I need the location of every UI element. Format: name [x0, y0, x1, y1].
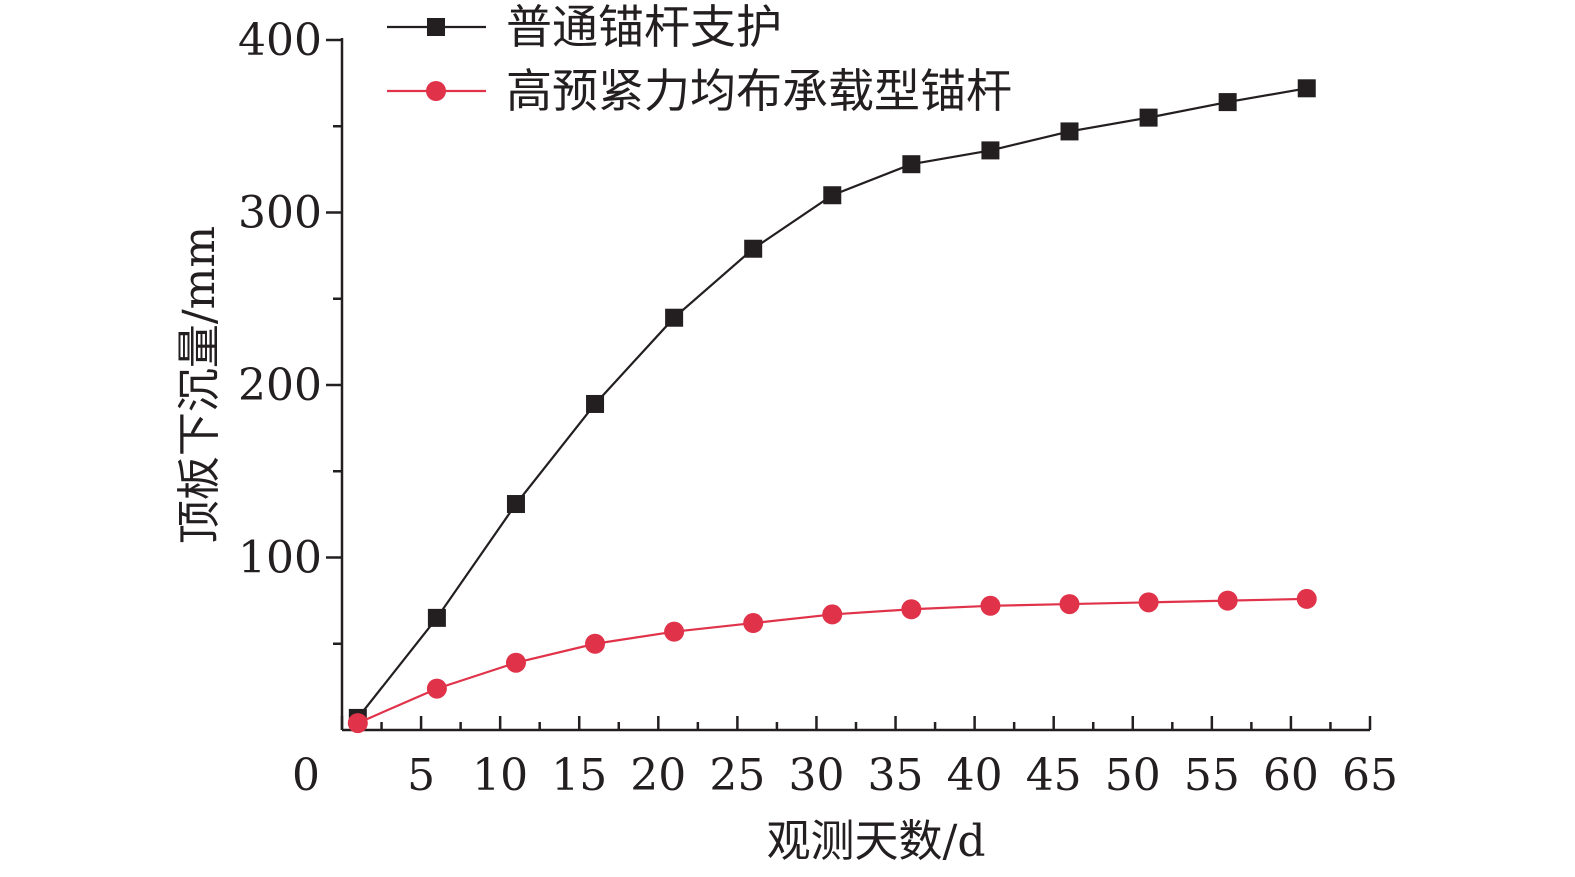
legend-item: 高预紧力均布承载型锚杆: [387, 64, 1012, 118]
x-axis-label: 观测天数/d: [767, 816, 986, 867]
data-point: [744, 239, 763, 258]
legend-label: 高预紧力均布承载型锚杆: [506, 64, 1012, 118]
data-point: [822, 604, 843, 625]
legend-marker: [427, 18, 445, 36]
data-point: [1297, 79, 1316, 98]
data-point: [1060, 122, 1079, 141]
x-tick-label: 0: [292, 750, 320, 801]
series-layer: [347, 79, 1317, 734]
data-point: [506, 495, 525, 514]
y-tick-label: 300: [238, 188, 322, 239]
data-point: [1217, 590, 1238, 611]
x-tick-label: 55: [1184, 750, 1240, 801]
data-point: [980, 595, 1001, 616]
data-point: [586, 394, 605, 413]
data-point: [981, 141, 1000, 160]
data-point: [665, 308, 684, 327]
data-point: [1138, 592, 1159, 613]
series-2: [347, 588, 1317, 734]
x-tick-label: 40: [947, 750, 1003, 801]
legend-marker: [426, 81, 446, 101]
x-tick-label: 65: [1342, 750, 1398, 801]
y-tick-label: 400: [238, 15, 322, 66]
y-axis-label: 顶板下沉量/mm: [174, 226, 225, 544]
data-point: [427, 608, 446, 627]
legend-item: 普通锚杆支护: [387, 0, 782, 54]
x-tick-label: 35: [868, 750, 924, 801]
x-tick-label: 45: [1026, 750, 1082, 801]
data-point: [743, 613, 764, 634]
data-point: [901, 599, 922, 620]
x-tick-label: 20: [630, 750, 686, 801]
series-1: [348, 79, 1316, 727]
y-ticks: 100 200 300 400: [238, 15, 342, 645]
x-tick-label: 5: [407, 750, 435, 801]
data-point: [1059, 594, 1080, 615]
axes: [340, 38, 1370, 732]
x-tick-label: 50: [1105, 750, 1161, 801]
data-point: [1296, 588, 1317, 609]
data-point: [347, 713, 368, 734]
y-tick-label: 200: [238, 360, 322, 411]
legend-label: 普通锚杆支护: [506, 0, 782, 54]
y-tick-label: 100: [238, 533, 322, 584]
x-tick-label: 30: [788, 750, 844, 801]
data-point: [902, 155, 921, 174]
data-point: [585, 633, 606, 654]
x-tick-label: 60: [1263, 750, 1319, 801]
data-point: [426, 678, 447, 699]
data-point: [823, 186, 842, 205]
data-point: [664, 621, 685, 642]
x-tick-label: 15: [551, 750, 607, 801]
x-tick-label: 25: [709, 750, 765, 801]
data-point: [505, 652, 526, 673]
x-ticks: 0 5 10 15 20 25 30 35 40 45 50 55 60 65: [292, 716, 1398, 801]
x-tick-label: 10: [472, 750, 528, 801]
data-point: [1139, 108, 1158, 127]
data-point: [1218, 93, 1237, 112]
